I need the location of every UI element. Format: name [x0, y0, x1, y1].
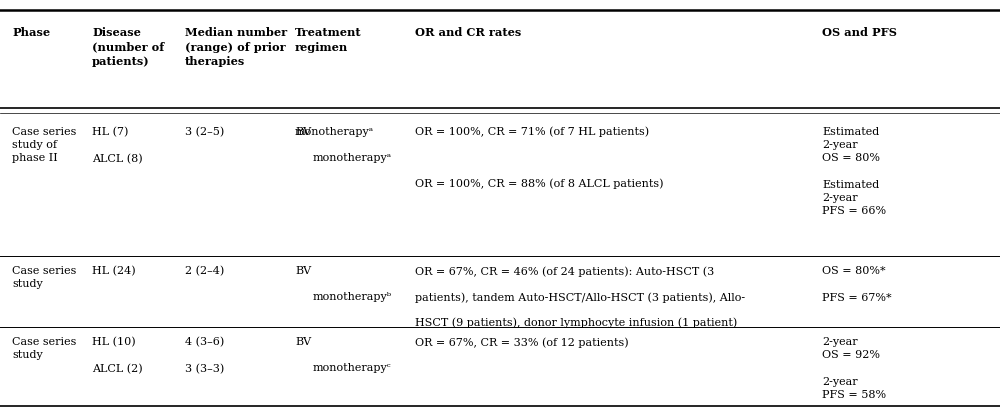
- Text: 3 (2–5): 3 (2–5): [185, 127, 224, 137]
- Text: Case series
study: Case series study: [12, 337, 76, 360]
- Text: HSCT (9 patients), donor lymphocyte infusion (1 patient): HSCT (9 patients), donor lymphocyte infu…: [415, 318, 737, 328]
- Text: monotherapyᵃ: monotherapyᵃ: [295, 127, 374, 137]
- Text: Case series
study: Case series study: [12, 266, 76, 290]
- Text: monotherapyᵇ: monotherapyᵇ: [313, 292, 392, 302]
- Text: Median number
(range) of prior
therapies: Median number (range) of prior therapies: [185, 27, 287, 67]
- Text: monotherapyᵃ: monotherapyᵃ: [313, 153, 392, 163]
- Text: OS and PFS: OS and PFS: [822, 27, 897, 38]
- Text: OR and CR rates: OR and CR rates: [415, 27, 521, 38]
- Text: 2 (2–4): 2 (2–4): [185, 266, 224, 277]
- Text: BV: BV: [295, 266, 311, 276]
- Text: HL (7)

ALCL (8): HL (7) ALCL (8): [92, 127, 143, 164]
- Text: BV: BV: [295, 337, 311, 347]
- Text: Phase: Phase: [12, 27, 50, 38]
- Text: 4 (3–6)

3 (3–3): 4 (3–6) 3 (3–3): [185, 337, 224, 374]
- Text: Treatment
regimen: Treatment regimen: [295, 27, 362, 53]
- Text: patients), tandem Auto-HSCT/Allo-HSCT (3 patients), Allo-: patients), tandem Auto-HSCT/Allo-HSCT (3…: [415, 292, 745, 302]
- Text: BV: BV: [295, 127, 311, 137]
- Text: OR = 67%, CR = 33% (of 12 patients): OR = 67%, CR = 33% (of 12 patients): [415, 337, 629, 347]
- Text: OR = 100%, CR = 88% (of 8 ALCL patients): OR = 100%, CR = 88% (of 8 ALCL patients): [415, 178, 664, 189]
- Text: 2-year
OS = 92%

2-year
PFS = 58%: 2-year OS = 92% 2-year PFS = 58%: [822, 337, 886, 400]
- Text: monotherapyᶜ: monotherapyᶜ: [313, 363, 392, 373]
- Text: OS = 80%*

PFS = 67%*: OS = 80%* PFS = 67%*: [822, 266, 892, 303]
- Text: Disease
(number of
patients): Disease (number of patients): [92, 27, 164, 67]
- Text: Estimated
2-year
OS = 80%

Estimated
2-year
PFS = 66%: Estimated 2-year OS = 80% Estimated 2-ye…: [822, 127, 886, 216]
- Text: HL (10)

ALCL (2): HL (10) ALCL (2): [92, 337, 143, 374]
- Text: HL (24): HL (24): [92, 266, 136, 277]
- Text: OR = 67%, CR = 46% (of 24 patients): Auto-HSCT (3: OR = 67%, CR = 46% (of 24 patients): Aut…: [415, 266, 714, 277]
- Text: Case series
study of
phase II: Case series study of phase II: [12, 127, 76, 163]
- Text: OR = 100%, CR = 71% (of 7 HL patients): OR = 100%, CR = 71% (of 7 HL patients): [415, 127, 649, 137]
